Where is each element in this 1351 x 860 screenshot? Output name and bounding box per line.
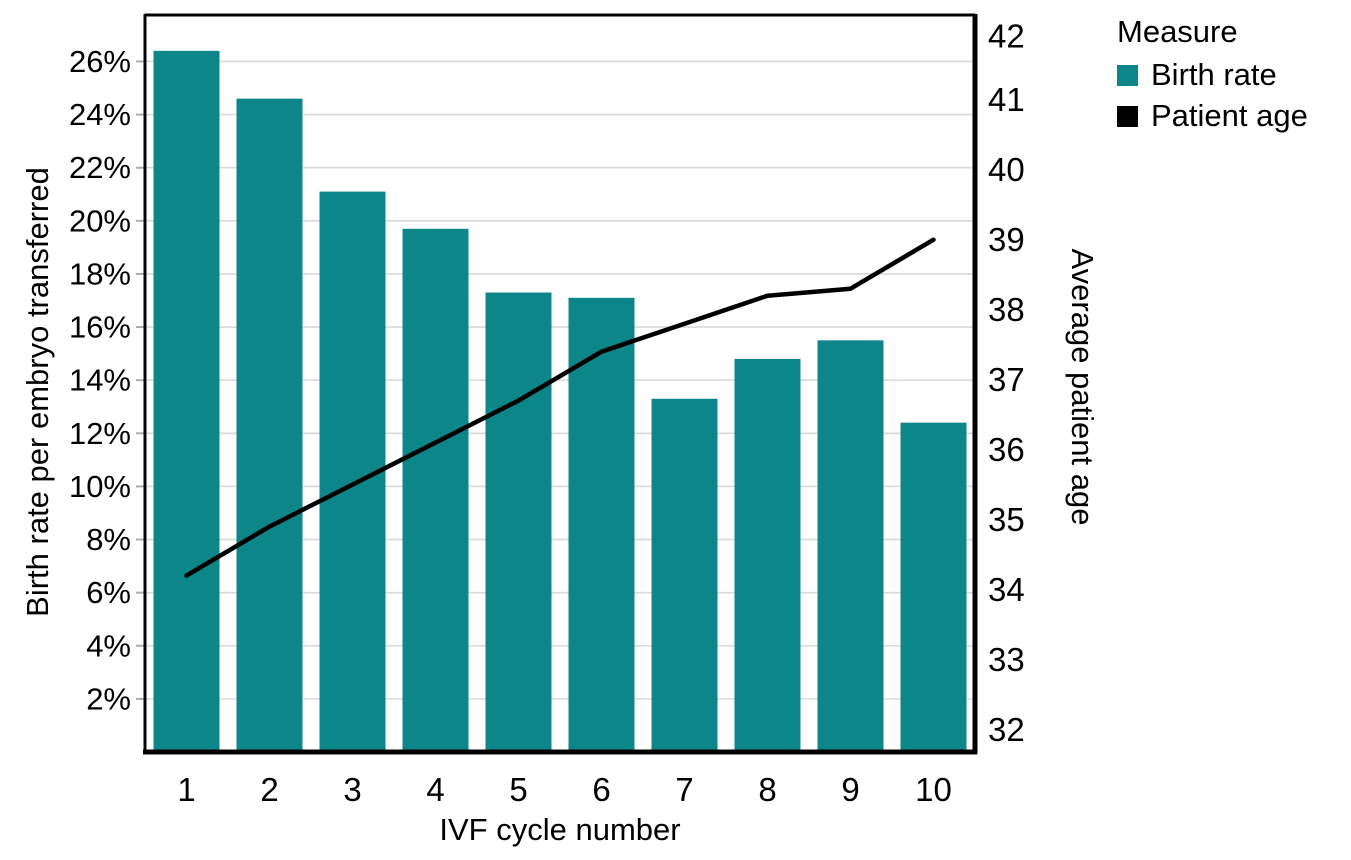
right-tick-label: 33	[988, 641, 1025, 678]
bar-cycle-1	[153, 50, 220, 752]
bar-cycle-5	[485, 292, 552, 752]
left-tick-label: 18%	[69, 256, 131, 291]
x-tick-label: 6	[592, 771, 610, 808]
left-tick-label: 6%	[86, 575, 131, 610]
left-tick-label: 12%	[69, 416, 131, 451]
right-tick-label: 34	[988, 571, 1025, 608]
legend-item-label: Patient age	[1151, 98, 1308, 133]
left-tick-label: 2%	[86, 681, 131, 716]
right-tick-label: 40	[988, 151, 1025, 188]
x-tick-label: 8	[758, 771, 776, 808]
left-tick-label: 24%	[69, 97, 131, 132]
left-tick-label: 4%	[86, 628, 131, 663]
bar-cycle-9	[817, 340, 884, 752]
right-tick-label: 32	[988, 711, 1025, 748]
patient-age-line	[184, 237, 936, 578]
legend-item-patient-age: Patient age	[1117, 98, 1308, 134]
left-tick-label: 22%	[69, 150, 131, 185]
x-tick-label: 4	[426, 771, 444, 808]
legend-title: Measure	[1117, 14, 1238, 49]
birth-rate-swatch-icon	[1117, 64, 1138, 86]
legend-item-label: Birth rate	[1151, 57, 1277, 92]
x-axis-title: IVF cycle number	[439, 812, 681, 847]
x-tick-label: 7	[675, 771, 693, 808]
bar-cycle-2	[236, 98, 303, 752]
right-tick-label: 35	[988, 501, 1025, 538]
x-tick-label: 3	[343, 771, 361, 808]
right-tick-label: 41	[988, 81, 1025, 118]
bar-cycle-6	[568, 297, 635, 752]
x-tick-label: 10	[915, 771, 952, 808]
patient-age-swatch-icon	[1117, 105, 1138, 127]
x-tick-label: 9	[841, 771, 859, 808]
left-tick-label: 16%	[69, 310, 131, 345]
left-tick-label: 8%	[86, 522, 131, 557]
left-tick-label: 14%	[69, 363, 131, 398]
left-tick-label: 26%	[69, 44, 131, 79]
right-tick-label: 36	[988, 431, 1025, 468]
legend: Measure Birth rate Patient age	[1117, 14, 1308, 134]
bar-cycle-7	[651, 398, 718, 752]
bar-cycle-4	[402, 228, 469, 753]
right-tick-label: 38	[988, 291, 1025, 328]
legend-item-birth-rate: Birth rate	[1117, 57, 1308, 93]
right-tick-label: 42	[988, 18, 1025, 55]
x-tick-label: 5	[509, 771, 527, 808]
x-tick-label: 1	[177, 771, 195, 808]
right-axis-title: Average patient age	[1065, 248, 1100, 526]
right-tick-label: 37	[988, 361, 1025, 398]
bar-cycle-10	[900, 422, 967, 752]
left-tick-label: 10%	[69, 469, 131, 504]
bar-cycle-8	[734, 358, 801, 752]
left-axis-title: Birth rate per embryo transferred	[20, 167, 55, 617]
left-tick-label: 20%	[69, 203, 131, 238]
x-tick-label: 2	[260, 771, 278, 808]
right-tick-label: 39	[988, 221, 1025, 258]
